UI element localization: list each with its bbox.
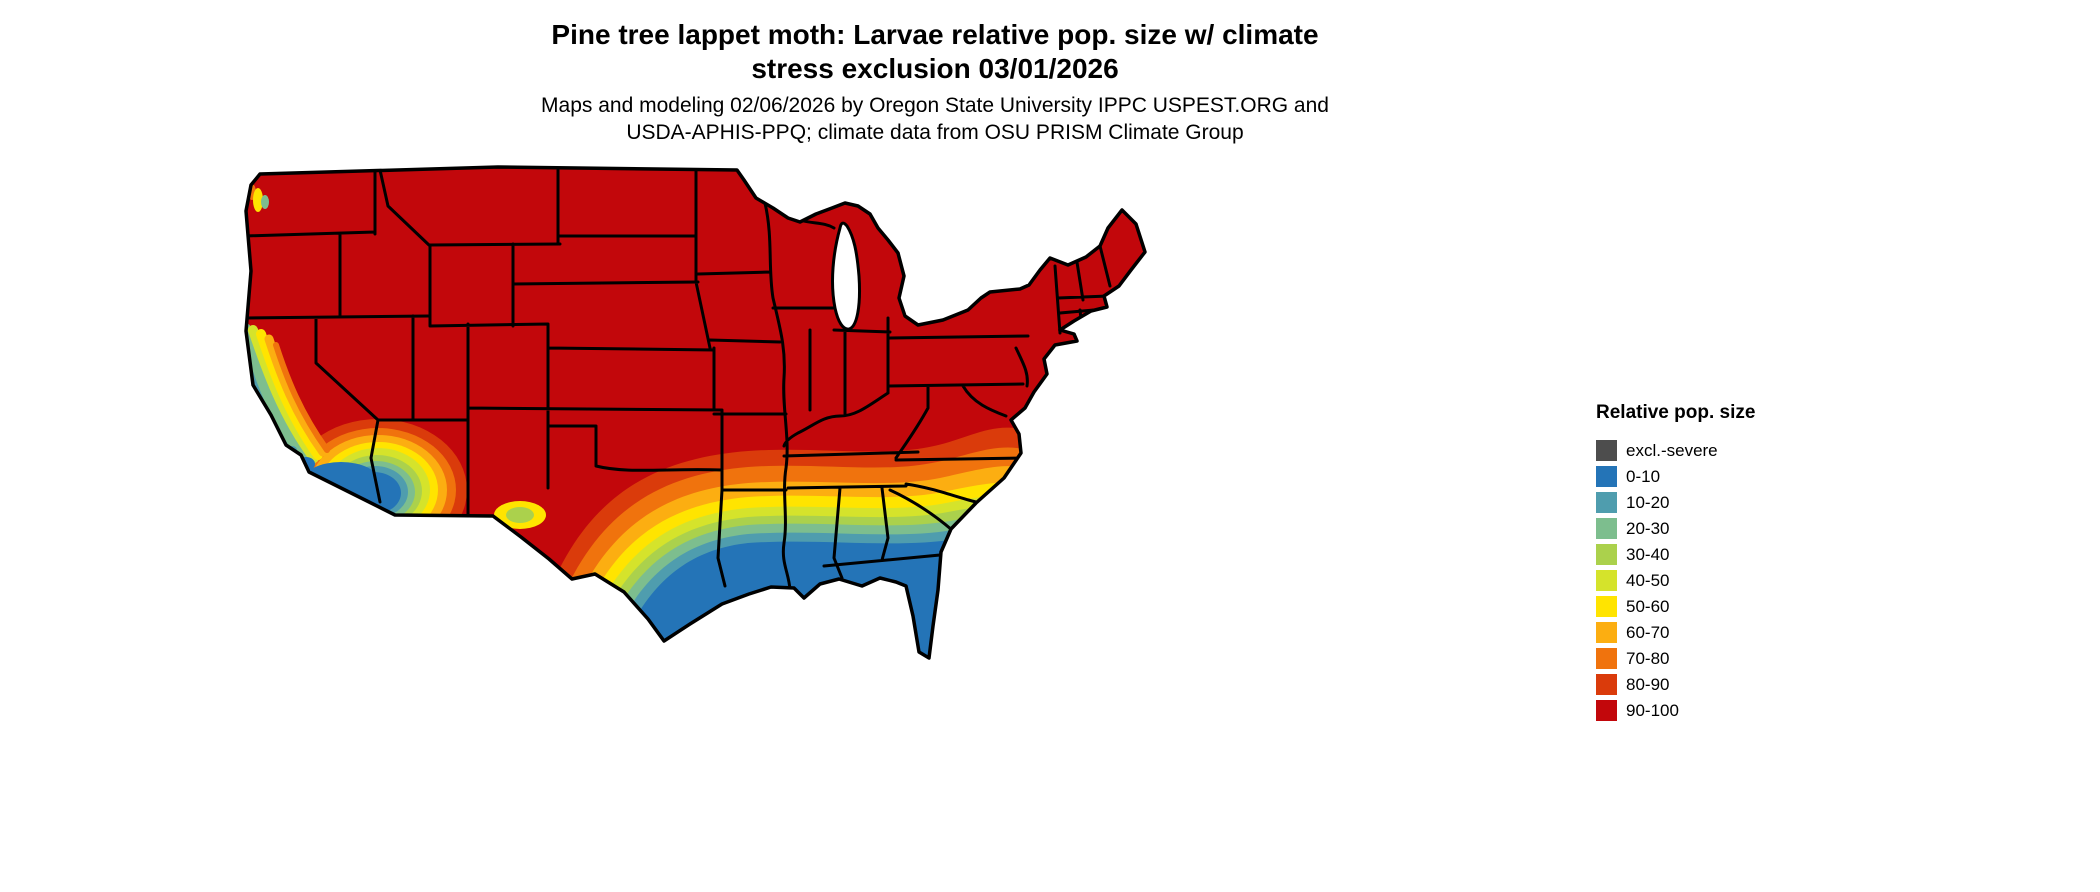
- figure-subtitle: Maps and modeling 02/06/2026 by Oregon S…: [0, 92, 1870, 146]
- legend-item: 40-50: [1596, 567, 1876, 593]
- legend-swatch: [1596, 699, 1617, 721]
- us-map: [244, 165, 1147, 660]
- washington-dot-20-30: [261, 195, 269, 209]
- california-stripe-40-50: [248, 325, 319, 463]
- legend-item: 0-10: [1596, 463, 1876, 489]
- legend-swatch: [1596, 465, 1617, 487]
- new-mexico-gradient: [494, 501, 546, 529]
- southeast-california-desert-0-10: [303, 462, 379, 500]
- legend-item-label: 20-30: [1626, 518, 1670, 538]
- legend-item-label: 70-80: [1626, 648, 1670, 668]
- us-outline: [244, 165, 1147, 660]
- legend-item-label: 60-70: [1626, 622, 1670, 642]
- legend-swatch: [1596, 491, 1617, 513]
- legend-item-label: excl.-severe: [1626, 440, 1718, 460]
- figure-title: Pine tree lappet moth: Larvae relative p…: [0, 18, 1870, 86]
- legend-item: 70-80: [1596, 645, 1876, 671]
- state-borders: [246, 168, 1112, 592]
- legend-item: 80-90: [1596, 671, 1876, 697]
- legend-swatch: [1596, 543, 1617, 565]
- legend-item: 90-100: [1596, 697, 1876, 723]
- legend-item-label: 50-60: [1626, 596, 1670, 616]
- legend-item-label: 40-50: [1626, 570, 1670, 590]
- legend-item-label: 0-10: [1626, 466, 1661, 486]
- legend-item: 30-40: [1596, 541, 1876, 567]
- legend-swatch: [1596, 647, 1617, 669]
- legend-item: 10-20: [1596, 489, 1876, 515]
- lake-michigan: [831, 221, 861, 331]
- legend-item: excl.-severe: [1596, 437, 1876, 463]
- california-stripe-70-80: [273, 342, 330, 453]
- legend-item: 60-70: [1596, 619, 1876, 645]
- map-raster: [246, 167, 1145, 658]
- california-stripe-50-60: [256, 329, 323, 460]
- legend: Relative pop. size excl.-severe 0-10 10-20…: [1596, 402, 1876, 723]
- legend-item-label: 80-90: [1626, 674, 1670, 694]
- legend-title: Relative pop. size: [1596, 402, 1756, 423]
- legend-swatch: [1596, 621, 1617, 643]
- figure-title-line1: Pine tree lappet moth: Larvae relative p…: [551, 19, 1319, 50]
- figure-title-line2: stress exclusion 03/01/2026: [751, 53, 1119, 84]
- legend-swatch: [1596, 673, 1617, 695]
- legend-swatch: [1596, 439, 1617, 461]
- legend-swatch: [1596, 517, 1617, 539]
- legend-swatch: [1596, 595, 1617, 617]
- figure-subtitle-line1: Maps and modeling 02/06/2026 by Oregon S…: [541, 94, 1329, 117]
- legend-item-label: 30-40: [1626, 544, 1670, 564]
- legend-items: excl.-severe 0-10 10-20 20-30 30-40 40-50 50-6…: [1596, 437, 1876, 723]
- legend-item-label: 10-20: [1626, 492, 1670, 512]
- washington-dot-50-60: [253, 188, 263, 212]
- legend-item-label: 90-100: [1626, 700, 1679, 720]
- legend-item: 20-30: [1596, 515, 1876, 541]
- legend-item: 50-60: [1596, 593, 1876, 619]
- california-stripe-60-70: [264, 334, 328, 457]
- new-mexico-arc-30-40: [506, 507, 534, 523]
- figure-subtitle-line2: USDA-APHIS-PPQ; climate data from OSU PR…: [626, 121, 1244, 144]
- legend-swatch: [1596, 569, 1617, 591]
